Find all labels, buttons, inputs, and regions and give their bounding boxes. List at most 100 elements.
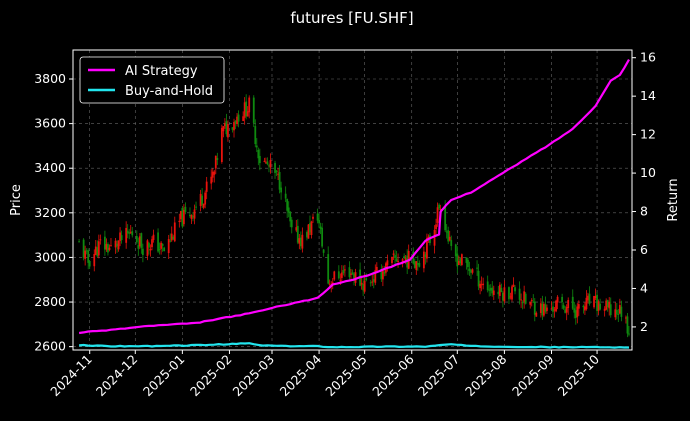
candle-body [258, 155, 261, 164]
candle-body [491, 287, 494, 294]
candle-body [237, 114, 240, 122]
candle-body [562, 305, 565, 309]
candle-body [448, 236, 451, 241]
right-tick-label: 14 [640, 88, 656, 103]
candle-body [508, 287, 510, 300]
candle-body [309, 223, 311, 233]
candle-body [97, 241, 100, 256]
candle-body [498, 284, 501, 296]
candle-body [454, 244, 457, 257]
candle-body [96, 247, 99, 257]
candle-body [227, 124, 229, 138]
candle-body [254, 126, 257, 145]
candle-body [179, 211, 182, 220]
candle-body [372, 279, 375, 282]
candle-body [433, 229, 436, 246]
right-tick-label: 2 [640, 319, 648, 334]
candle-body [401, 259, 404, 263]
candle-body [445, 231, 448, 233]
left-tick-label: 3800 [34, 71, 66, 86]
candle-body [529, 302, 532, 305]
candle-body [561, 296, 564, 302]
candle-body [327, 254, 330, 284]
candle-body [342, 270, 345, 274]
candle-body [222, 126, 225, 132]
candle-body [438, 204, 440, 209]
candle-body [173, 222, 176, 242]
candle-body [362, 283, 365, 291]
candle-body [584, 306, 586, 311]
candle-body [521, 302, 524, 304]
left-tick-label: 3200 [34, 205, 66, 220]
candle-body [146, 240, 149, 257]
candle-body [573, 308, 576, 313]
candle-body [587, 295, 589, 301]
candle-body [422, 251, 425, 269]
candle-body [603, 308, 606, 311]
candle-body [340, 272, 343, 278]
candle-body [225, 121, 228, 135]
candle-body [512, 284, 515, 287]
candle-body [353, 273, 355, 281]
candle-body [204, 192, 207, 205]
candle-body [201, 195, 204, 205]
candle-body [576, 306, 579, 318]
candle-body [224, 123, 226, 127]
candle-body [296, 225, 299, 243]
candle-body [520, 299, 523, 301]
plot-frame [72, 49, 633, 351]
candle-body [242, 116, 245, 122]
candle-body [552, 306, 554, 312]
candle-body [599, 303, 602, 310]
candle-body [78, 241, 80, 243]
candle-body [582, 305, 585, 308]
right-tick-label: 16 [640, 50, 656, 65]
candle-body [456, 253, 459, 267]
candle-body [82, 239, 85, 258]
candle-body [404, 258, 407, 262]
candle-body [344, 269, 346, 271]
candle-body [615, 309, 618, 315]
candle-body [333, 271, 336, 280]
candle-body [299, 237, 302, 247]
right-axis-ticks: 2 4 6 8 10 12 14 16 [632, 50, 656, 334]
candle-body [625, 317, 627, 319]
candle-body [135, 236, 138, 243]
candle-body [328, 283, 331, 285]
candle-body [539, 303, 542, 313]
candle-body [374, 270, 377, 283]
candle-body [195, 206, 197, 208]
candle-body [99, 239, 102, 241]
candle-body [369, 282, 372, 284]
candle-body [571, 296, 574, 309]
candle-body [117, 240, 120, 250]
candle-body [609, 304, 612, 316]
candle-body [439, 209, 442, 211]
candle-body [210, 176, 213, 184]
legend: AI Strategy Buy-and-Hold [79, 56, 225, 104]
candle-body [413, 261, 416, 268]
candle-body [152, 234, 155, 240]
candle-body [163, 247, 166, 251]
candle-body [386, 260, 389, 266]
candle-body [182, 209, 185, 225]
candle-body [93, 254, 96, 267]
candle-body [278, 171, 281, 190]
candle-body [511, 286, 513, 300]
candle-body [126, 230, 129, 234]
candle-body [467, 259, 469, 268]
candle-body [447, 230, 450, 242]
candle-body [459, 258, 462, 264]
candle-body [480, 284, 483, 286]
candle-body [172, 236, 175, 240]
candle-body [266, 161, 269, 165]
candle-body [488, 289, 491, 291]
candle-body [533, 301, 536, 315]
candle-body [479, 283, 481, 289]
candle-body [269, 160, 272, 168]
candle-body [277, 173, 279, 175]
candle-body [189, 214, 191, 217]
candle-body [392, 253, 395, 255]
candle-body [618, 305, 621, 314]
candle-body [541, 303, 544, 316]
